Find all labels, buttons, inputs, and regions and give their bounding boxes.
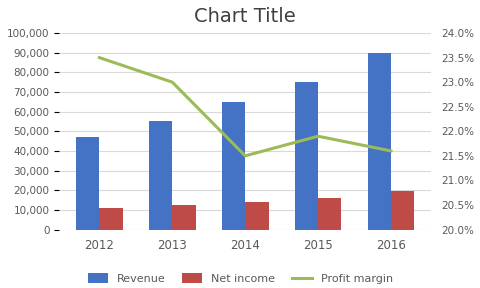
Title: Chart Title: Chart Title: [194, 7, 296, 26]
Bar: [172, 205, 195, 230]
Profit margin: [242, 154, 248, 158]
Bar: [149, 122, 172, 230]
Legend: Revenue, Net income, Profit margin: Revenue, Net income, Profit margin: [84, 269, 396, 288]
Bar: [245, 202, 268, 230]
Profit margin: [169, 80, 175, 84]
Line: Profit margin: Profit margin: [99, 58, 390, 156]
Bar: [221, 102, 245, 230]
Profit margin: [387, 149, 393, 153]
Bar: [76, 137, 99, 230]
Bar: [294, 82, 317, 230]
Profit margin: [314, 134, 320, 138]
Bar: [390, 191, 413, 230]
Bar: [367, 53, 390, 230]
Bar: [99, 208, 122, 230]
Profit margin: [96, 56, 102, 59]
Bar: [317, 198, 341, 230]
